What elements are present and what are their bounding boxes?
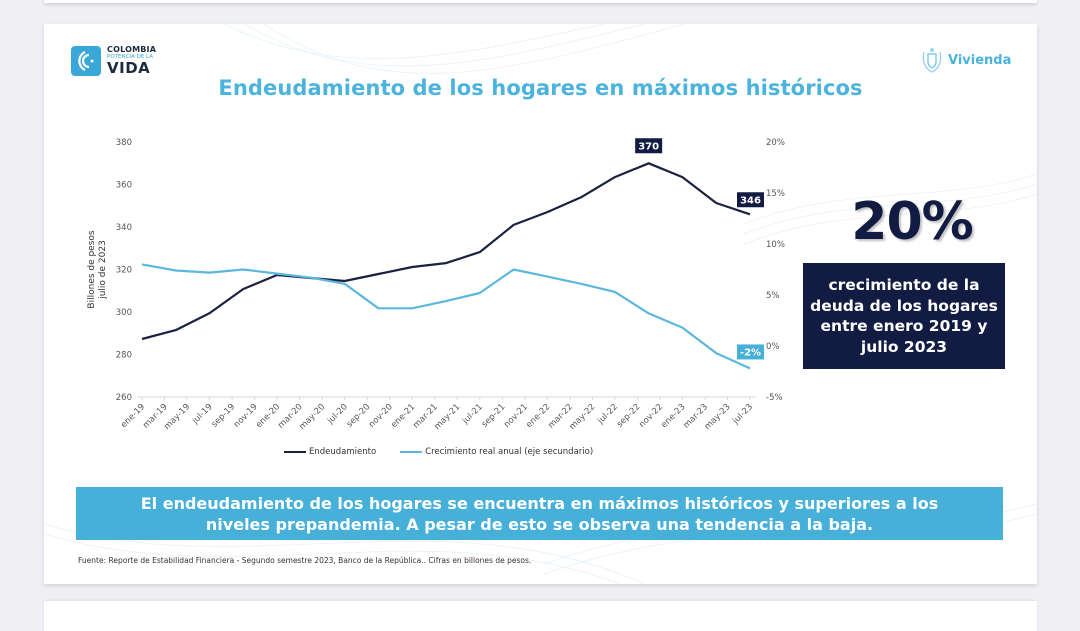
y-tick-label: 340 [116,223,132,233]
x-tick-label: sep-19 [210,402,238,430]
y2-tick-label: 0% [766,342,780,352]
next-slide-edge[interactable] [44,601,1037,631]
y-axis-title-line-1: Billones de pesos [87,230,97,309]
y2-tick-label: 10% [766,240,785,250]
banner-line-1: El endeudamiento de los hogares se encue… [141,493,939,514]
source-note: Fuente: Reporte de Estabilidad Financier… [78,556,531,565]
y-tick-label: 320 [116,266,132,276]
series-line-crecimiento [142,264,750,368]
value-label: 370 [638,141,659,152]
legend-item-endeudamiento: Endeudamiento [284,447,376,457]
value-label: 346 [740,195,761,206]
y2-tick-label: -5% [766,393,783,403]
x-tick-label: sep-22 [615,402,643,430]
banner-line-2: niveles prepandemia. A pesar de esto se … [141,514,939,535]
x-tick-label: jul-23 [730,402,755,427]
y2-tick-label: 20% [766,138,785,148]
value-label: -2% [740,347,761,358]
highlight-description-box: crecimiento de la deuda de los hogares e… [803,263,1005,369]
x-tick-label: sep-21 [480,402,508,430]
legend-label-crecimiento: Crecimiento real anual (eje secundario) [425,447,593,457]
legend-item-crecimiento: Crecimiento real anual (eje secundario) [400,447,593,457]
y-tick-label: 280 [116,351,132,361]
y2-tick-label: 15% [766,189,785,199]
y-axis-title-line-2: julio de 2023 [98,240,108,300]
highlight-description: crecimiento de la deuda de los hogares e… [807,275,1001,357]
series-line-endeudamiento [142,163,750,339]
conclusion-banner: El endeudamiento de los hogares se encue… [76,487,1003,540]
chart-legend: Endeudamiento Crecimiento real anual (ej… [284,447,617,457]
legend-swatch-crecimiento [400,451,422,453]
y-tick-label: 360 [116,181,132,191]
y2-tick-label: 5% [766,291,780,301]
y-tick-label: 380 [116,138,132,148]
slide: COLOMBIA POTENCIA DE LA VIDA Vivienda En… [44,24,1037,584]
legend-swatch-endeudamiento [284,451,306,453]
x-tick-label: sep-20 [345,402,373,430]
legend-label-endeudamiento: Endeudamiento [309,447,376,457]
y-tick-label: 300 [116,308,132,318]
y-tick-label: 260 [116,393,132,403]
highlight-value: 20% [802,192,1022,252]
previous-slide-edge[interactable] [44,0,1037,3]
